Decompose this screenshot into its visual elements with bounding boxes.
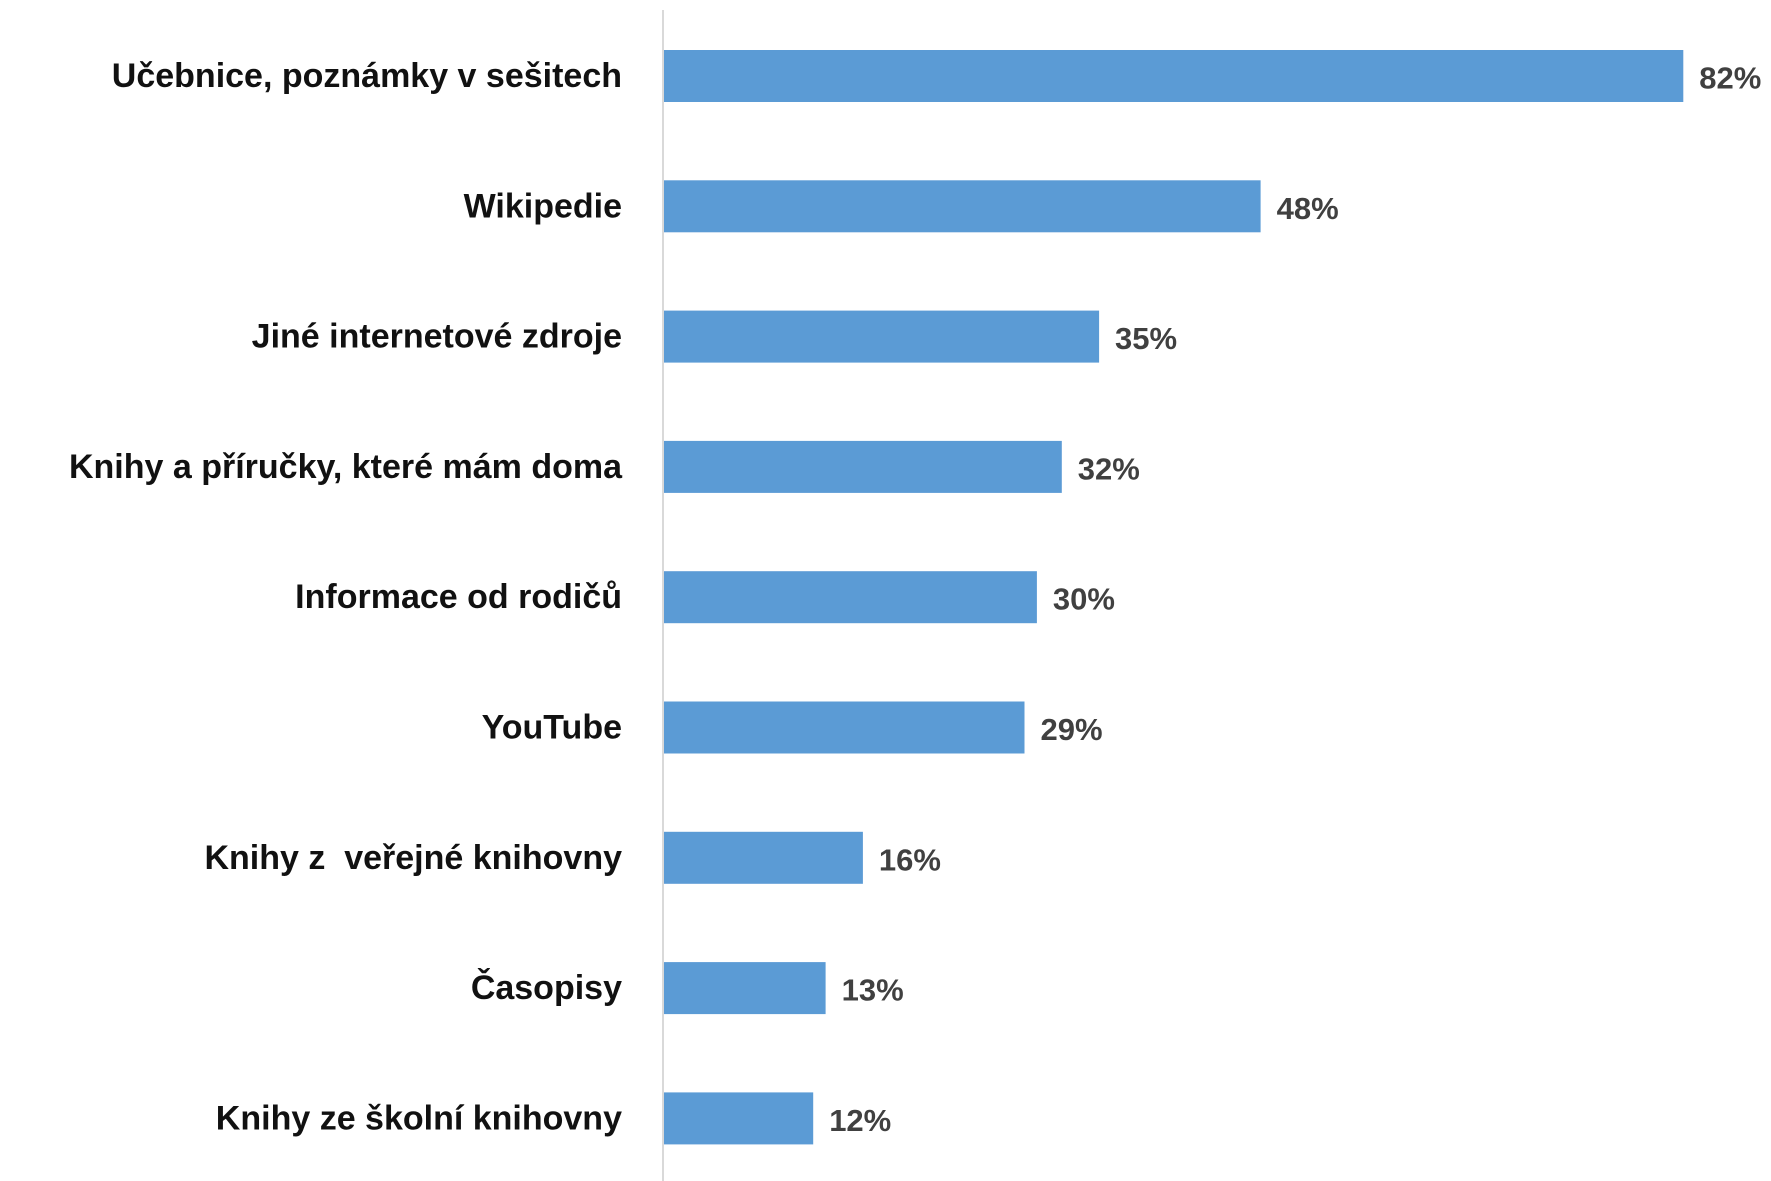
bar-5 <box>664 701 1025 754</box>
bar-3 <box>664 440 1062 493</box>
bar-7 <box>664 962 826 1015</box>
bar-6 <box>664 831 863 884</box>
category-label-1: Wikipedie <box>464 187 622 225</box>
value-labels-group: 82% 48% 35% 32% 30% 29% 16% 13% 12% <box>829 61 1761 1138</box>
category-labels-group: Učebnice, poznámky v sešitech Wikipedie Ji… <box>69 57 623 1137</box>
value-label-1: 48% <box>1277 191 1339 226</box>
bar-8 <box>664 1092 814 1145</box>
bars-group <box>664 50 1684 1145</box>
category-label-8: Knihy ze školní knihovny <box>216 1099 622 1137</box>
value-label-5: 29% <box>1041 712 1103 747</box>
category-label-6: Knihy z veřejné knihovny <box>204 839 622 877</box>
value-label-4: 30% <box>1053 582 1115 617</box>
category-label-3: Knihy a příručky, které mám doma <box>69 448 623 486</box>
value-label-6: 16% <box>879 842 941 877</box>
category-label-7: Časopisy <box>471 968 622 1007</box>
bar-1 <box>664 180 1261 233</box>
value-label-2: 35% <box>1115 321 1177 356</box>
bar-2 <box>664 310 1100 363</box>
value-label-7: 13% <box>842 973 904 1008</box>
bar-0 <box>664 50 1684 102</box>
value-label-3: 32% <box>1078 451 1140 486</box>
value-label-0: 82% <box>1699 61 1761 96</box>
bar-4 <box>664 571 1037 624</box>
category-label-5: YouTube <box>482 709 622 747</box>
category-label-0: Učebnice, poznámky v sešitech <box>112 57 622 95</box>
category-label-4: Informace od rodičů <box>295 578 622 616</box>
value-label-8: 12% <box>829 1103 891 1138</box>
category-label-2: Jiné internetové zdroje <box>252 318 622 356</box>
